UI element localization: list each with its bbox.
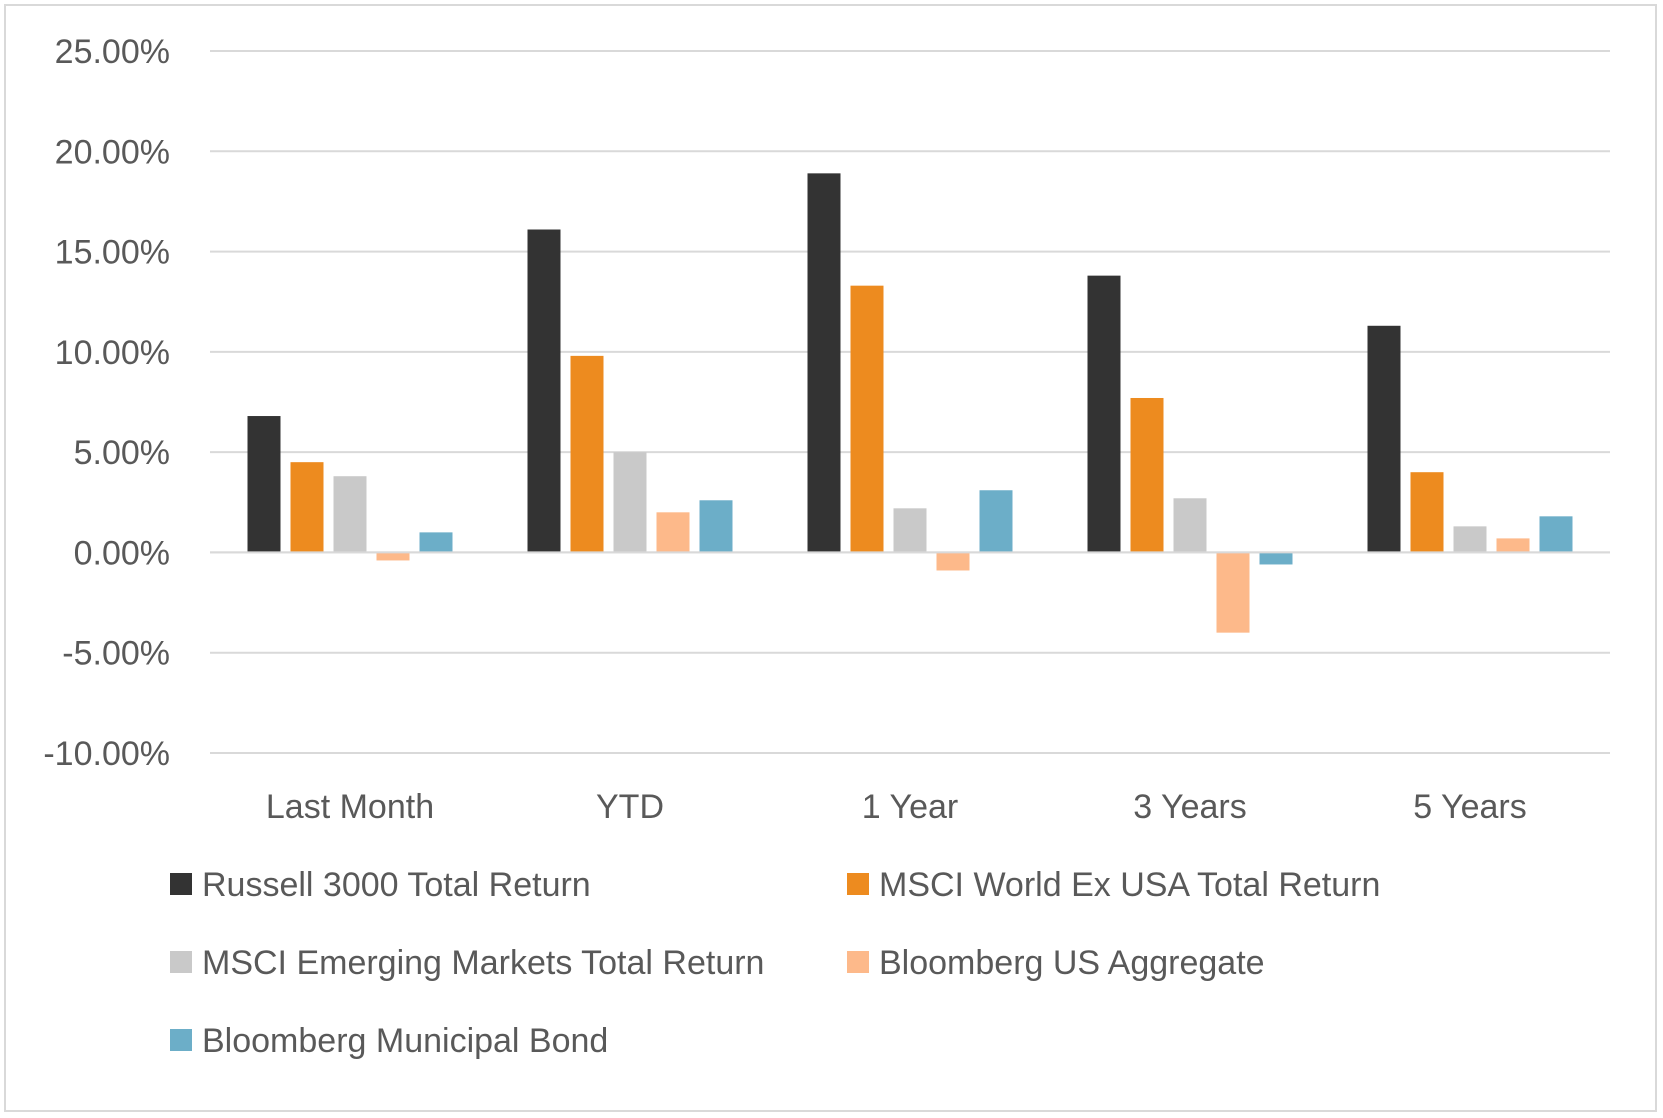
bar-russell-3000-total-return-5-years <box>1367 325 1401 553</box>
bar-msci-world-ex-usa-total-return-5-years <box>1410 472 1444 553</box>
x-category-label: 5 Years <box>1413 788 1526 826</box>
bar-msci-emerging-markets-total-return-1-year <box>893 508 927 553</box>
bar-msci-world-ex-usa-total-return-1-year <box>850 285 884 553</box>
x-axis-categories: Last Month YTD 1 Year 3 Years 5 Years <box>266 788 1527 826</box>
bar-russell-3000-total-return-1-year <box>807 173 841 553</box>
legend-label: Bloomberg US Aggregate <box>879 944 1265 982</box>
y-tick-label: -5.00% <box>62 635 170 673</box>
y-tick-label: 15.00% <box>55 234 170 272</box>
bar-russell-3000-total-return-last-month <box>247 416 281 553</box>
bar-msci-emerging-markets-total-return-5-years <box>1453 526 1487 553</box>
bar-msci-world-ex-usa-total-return-last-month <box>290 462 324 553</box>
chart-frame <box>4 4 1657 1112</box>
bar-bloomberg-municipal-bond-3-years <box>1259 552 1293 565</box>
x-category-label: Last Month <box>266 788 434 826</box>
legend-label: MSCI World Ex USA Total Return <box>879 866 1380 904</box>
bar-bloomberg-us-aggregate-last-month <box>376 552 410 561</box>
x-category-label: YTD <box>596 788 664 826</box>
bar-bloomberg-us-aggregate-ytd <box>656 512 690 553</box>
bar-bloomberg-municipal-bond-last-month <box>419 532 453 553</box>
legend-swatch <box>170 1029 192 1051</box>
bar-bloomberg-us-aggregate-3-years <box>1216 552 1250 633</box>
y-tick-label: 20.00% <box>55 133 170 171</box>
legend-label: MSCI Emerging Markets Total Return <box>202 944 764 982</box>
bar-bloomberg-us-aggregate-5-years <box>1496 538 1530 553</box>
bar-msci-emerging-markets-total-return-ytd <box>613 452 647 553</box>
bars <box>247 173 1573 633</box>
y-tick-label: 0.00% <box>74 534 170 572</box>
bar-russell-3000-total-return-ytd <box>527 229 561 553</box>
bar-russell-3000-total-return-3-years <box>1087 275 1121 553</box>
legend-swatch <box>847 951 869 973</box>
bar-bloomberg-municipal-bond-1-year <box>979 490 1013 553</box>
bar-msci-emerging-markets-total-return-3-years <box>1173 498 1207 553</box>
x-category-label: 3 Years <box>1133 788 1246 826</box>
legend-label: Bloomberg Municipal Bond <box>202 1022 608 1060</box>
y-tick-label: 25.00% <box>55 33 170 71</box>
y-tick-label: 5.00% <box>74 434 170 472</box>
bar-msci-emerging-markets-total-return-last-month <box>333 476 367 553</box>
legend-swatch <box>847 873 869 895</box>
legend-swatch <box>170 951 192 973</box>
bar-msci-world-ex-usa-total-return-3-years <box>1130 397 1164 553</box>
x-category-label: 1 Year <box>862 788 958 826</box>
bar-msci-world-ex-usa-total-return-ytd <box>570 355 604 553</box>
y-tick-label: -10.00% <box>43 735 170 773</box>
bar-bloomberg-us-aggregate-1-year <box>936 552 970 571</box>
y-tick-label: 10.00% <box>55 334 170 372</box>
bar-bloomberg-municipal-bond-ytd <box>699 500 733 553</box>
legend-label: Russell 3000 Total Return <box>202 866 591 904</box>
y-axis-ticks: 25.00% 20.00% 15.00% 10.00% 5.00% 0.00% -5.00%… <box>43 33 170 773</box>
bar-bloomberg-municipal-bond-5-years <box>1539 516 1573 553</box>
legend-swatch <box>170 873 192 895</box>
legend: Russell 3000 Total Return MSCI World Ex U… <box>170 866 1380 1060</box>
